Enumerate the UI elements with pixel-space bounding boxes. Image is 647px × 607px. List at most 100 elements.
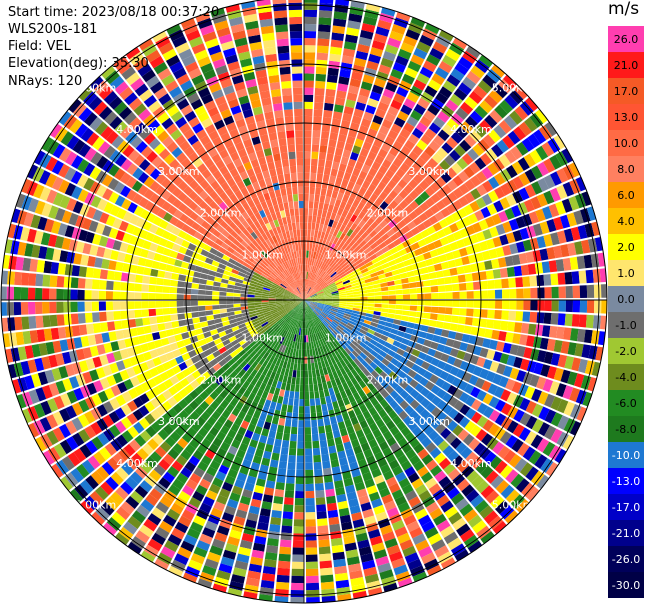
range-gate: [472, 520, 487, 534]
range-gate: [423, 425, 435, 436]
range-gate: [351, 350, 360, 358]
range-gate: [317, 38, 330, 47]
range-gate: [454, 144, 466, 157]
range-gate: [308, 288, 313, 295]
range-gate: [83, 177, 95, 191]
range-gate: [442, 322, 451, 330]
range-gate: [134, 309, 143, 318]
range-gate: [532, 223, 543, 236]
range-gate: [90, 421, 103, 435]
range-gate: [126, 163, 138, 176]
range-gate: [259, 587, 274, 596]
range-gate: [322, 367, 329, 376]
range-gate: [216, 494, 228, 505]
range-gate: [127, 515, 142, 530]
range-gate: [294, 341, 298, 349]
range-gate: [205, 376, 215, 386]
range-gate: [420, 229, 430, 239]
range-gate: [424, 381, 435, 391]
range-gate: [365, 416, 375, 426]
range-gate: [63, 313, 72, 326]
range-gate: [43, 328, 53, 341]
range-gate: [44, 218, 55, 233]
range-gate: [250, 158, 260, 168]
range-gate: [207, 319, 216, 326]
range-gate: [518, 187, 530, 201]
range-gate: [480, 465, 494, 479]
range-gate: [424, 85, 438, 98]
range-gate: [339, 375, 346, 384]
range-gate: [326, 81, 337, 90]
range-gate: [424, 293, 432, 300]
range-gate: [567, 242, 577, 256]
range-gate: [106, 311, 114, 321]
range-gate: [452, 307, 460, 316]
range-gate: [225, 366, 234, 376]
range-gate: [323, 417, 331, 426]
range-gate: [213, 420, 223, 431]
range-gate: [372, 233, 381, 242]
range-gate: [386, 507, 399, 518]
range-gate: [304, 151, 311, 159]
range-gate: [394, 385, 404, 395]
range-gate: [384, 237, 393, 246]
range-gate: [255, 149, 265, 159]
range-gate: [304, 307, 307, 315]
range-gate: [429, 279, 438, 286]
range-gate: [278, 553, 291, 562]
range-gate: [393, 319, 401, 325]
range-gate: [402, 310, 410, 316]
range-gate: [230, 339, 239, 347]
range-gate: [575, 176, 587, 192]
range-gate: [261, 457, 271, 467]
range-gate: [327, 280, 335, 286]
range-gate: [326, 74, 338, 83]
range-gate: [410, 162, 422, 173]
range-gate: [313, 201, 319, 209]
range-gate: [295, 377, 300, 385]
range-gate: [163, 453, 175, 466]
range-gate: [345, 308, 353, 313]
range-gate: [269, 386, 276, 395]
range-gate: [184, 384, 194, 394]
range-gate: [315, 490, 325, 498]
range-gate: [498, 154, 511, 168]
range-gate: [371, 542, 385, 553]
range-gate: [351, 285, 360, 290]
range-gate: [327, 204, 334, 213]
range-gate: [330, 39, 344, 48]
range-gate: [368, 438, 378, 449]
range-gate: [304, 293, 308, 300]
range-gate: [134, 283, 142, 292]
range-gate: [263, 559, 277, 568]
range-gate: [448, 511, 463, 525]
range-gate: [254, 113, 265, 123]
range-gate: [206, 174, 216, 185]
range-gate: [490, 495, 505, 510]
range-gate: [139, 248, 149, 258]
range-gate: [224, 384, 233, 394]
range-gate: [243, 414, 253, 423]
range-gate: [229, 529, 242, 540]
range-gate: [326, 249, 332, 257]
range-gate: [13, 302, 22, 316]
range-gate: [345, 306, 353, 310]
range-gate: [218, 246, 227, 254]
range-gate: [428, 430, 440, 442]
range-gate: [319, 246, 324, 254]
range-gate: [294, 356, 299, 364]
range-gate: [525, 97, 539, 112]
range-gate: [509, 110, 523, 125]
range-gate: [337, 170, 345, 179]
range-gate: [319, 270, 325, 277]
range-gate: [244, 258, 253, 266]
range-gate: [467, 540, 483, 553]
range-gate: [84, 495, 99, 511]
range-gate: [338, 270, 346, 277]
range-gate: [103, 90, 118, 105]
range-gate: [258, 264, 266, 271]
range-gate: [428, 140, 441, 152]
range-gate: [466, 344, 475, 354]
range-gate: [310, 303, 317, 308]
range-gate: [583, 254, 593, 269]
